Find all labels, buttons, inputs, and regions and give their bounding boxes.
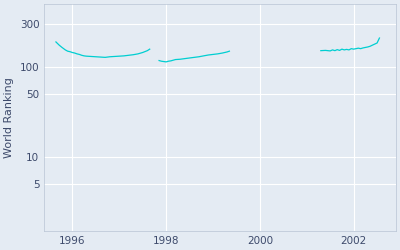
Y-axis label: World Ranking: World Ranking xyxy=(4,77,14,158)
